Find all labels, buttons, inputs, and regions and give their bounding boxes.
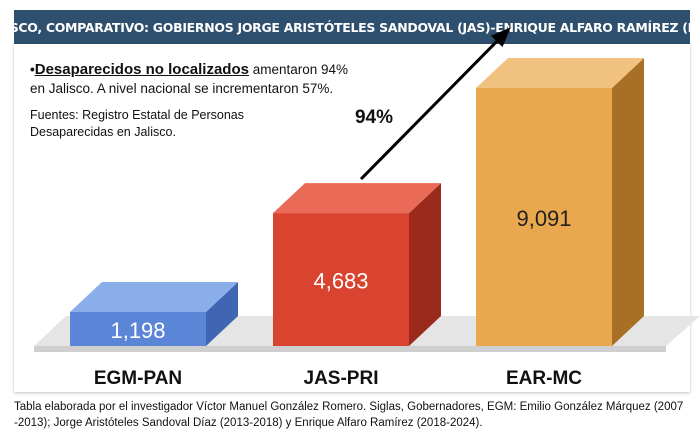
value-label: 1,198 <box>110 318 165 343</box>
bar-side-ear-mc <box>612 58 644 346</box>
category-label: EGM-PAN <box>94 368 182 389</box>
category-label: JAS-PRI <box>304 368 379 389</box>
floor-edge <box>34 346 666 352</box>
bullet-mark: • <box>30 62 35 77</box>
growth-arrow <box>359 28 510 181</box>
footer-note: Tabla elaborada por el investigador Víct… <box>14 401 684 429</box>
bar-side-jas-pri <box>409 183 441 346</box>
value-label: 4,683 <box>313 269 368 294</box>
summary-note: •Desaparecidos no localizados amentaron … <box>30 60 350 98</box>
bar-side-egm-pan <box>206 282 238 346</box>
bar-egm-pan <box>70 312 206 346</box>
chart-title: JALISCO, COMPARATIVO: GOBIERNOS JORGE AR… <box>14 10 690 44</box>
bar-top-egm-pan <box>70 282 238 313</box>
bar-top-jas-pri <box>273 183 441 214</box>
category-label: EAR-MC <box>506 368 582 389</box>
note-text: amentaron 94% en Jalisco. A nivel nacion… <box>30 62 349 96</box>
arrow-head <box>491 27 511 48</box>
bar-top-ear-mc <box>476 58 644 88</box>
bar-jas-pri <box>273 213 409 346</box>
value-label: 9,091 <box>516 206 571 231</box>
bar-ear-mc <box>476 88 612 346</box>
growth-annotation: 94% <box>355 107 393 128</box>
source-note: Fuentes: Registro Estatal de Personas De… <box>30 108 245 139</box>
note-lead: Desaparecidos no localizados <box>34 61 249 78</box>
